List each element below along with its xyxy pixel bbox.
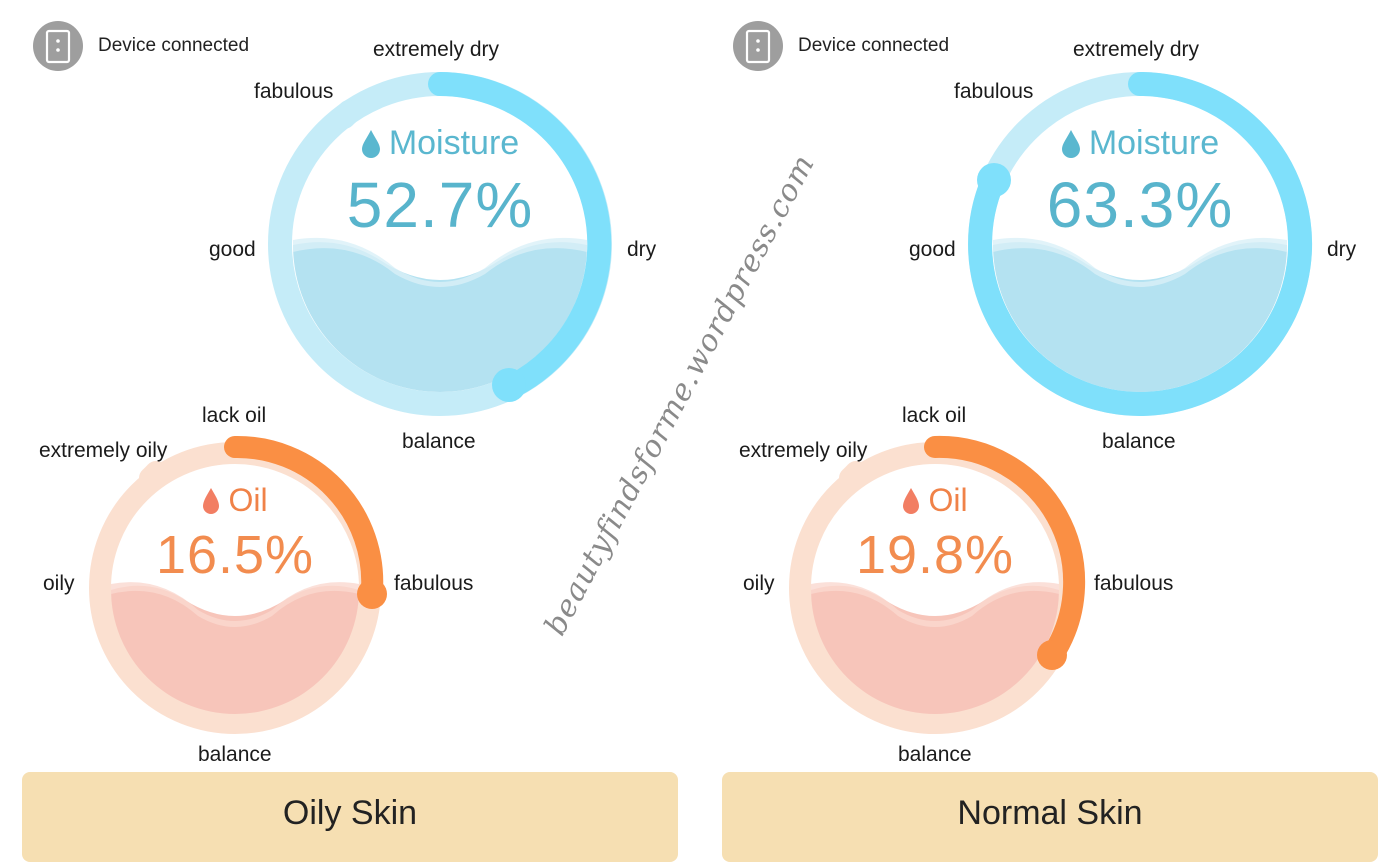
moisture-title-text: Moisture <box>388 124 520 162</box>
oil-gauge-arc <box>924 435 1086 667</box>
water-drop-icon <box>361 129 380 158</box>
moisture-gauge-cap <box>332 100 361 129</box>
moisture-water-fill <box>293 242 587 392</box>
oil-title-text: Oil <box>228 482 268 518</box>
moisture-gauge <box>789 72 1313 734</box>
moisture-value: 52.7% <box>346 168 534 241</box>
device-icon[interactable] <box>33 21 83 71</box>
oil-label-left: oily <box>43 572 75 595</box>
moisture-gauge <box>89 72 612 734</box>
moisture-wave-light <box>293 237 587 287</box>
skin-type-result-text: Normal Skin <box>957 794 1143 832</box>
moisture-label-upper-left: fabulous <box>254 80 334 103</box>
oil-label-upper-left: extremely oily <box>39 439 168 462</box>
oil-label-right: fabulous <box>394 572 474 595</box>
skin-type-result[interactable]: Normal Skin <box>722 772 1378 862</box>
oil-label-right: fabulous <box>1094 572 1174 595</box>
oil-wave-light <box>111 582 359 627</box>
moisture-water-fill <box>993 242 1287 392</box>
oil-title: Oil <box>202 482 268 519</box>
device-icon[interactable] <box>733 21 783 71</box>
oil-title-text: Oil <box>928 482 968 518</box>
oil-value: 16.5% <box>155 524 315 585</box>
skin-type-result-text: Oily Skin <box>282 794 418 832</box>
moisture-label-top: extremely dry <box>1073 38 1200 61</box>
oil-label-top: lack oil <box>202 404 267 427</box>
oil-label-bottom: balance <box>898 743 972 766</box>
moisture-label-left: good <box>209 238 256 261</box>
oil-readout: Oil 16.5% <box>125 482 345 586</box>
oil-indicator-knob <box>357 579 387 609</box>
oil-readout: Oil 19.8% <box>825 482 1045 586</box>
oil-label-upper-left: extremely oily <box>739 439 868 462</box>
moisture-value: 63.3% <box>1046 168 1234 241</box>
oil-fill <box>811 585 1059 714</box>
moisture-gauge-arc <box>428 72 612 400</box>
moisture-label-top: extremely dry <box>373 38 500 61</box>
oil-value: 19.8% <box>855 524 1015 585</box>
panel-right: Device connected extremely dry fabulous … <box>700 0 1400 862</box>
oil-title: Oil <box>902 482 968 519</box>
moisture-readout: Moisture 52.7% <box>320 124 560 242</box>
oil-label-left: oily <box>743 572 775 595</box>
water-drop-icon <box>1061 129 1080 158</box>
oil-drop-icon <box>903 487 920 514</box>
moisture-label-left: good <box>909 238 956 261</box>
moisture-title-text: Moisture <box>1088 124 1220 162</box>
moisture-title: Moisture <box>1061 124 1219 163</box>
skin-type-result[interactable]: Oily Skin <box>22 772 678 862</box>
device-status-label: Device connected <box>798 35 950 56</box>
moisture-label-bottom: balance <box>402 430 476 453</box>
moisture-label-upper-left: fabulous <box>954 80 1034 103</box>
oil-drop-icon <box>203 487 220 514</box>
oil-gauge-cap <box>839 461 867 489</box>
oil-fill <box>111 585 359 714</box>
device-status-label: Device connected <box>98 35 250 56</box>
moisture-label-right: dry <box>1327 238 1357 261</box>
moisture-indicator-knob <box>492 368 526 402</box>
oil-label-bottom: balance <box>198 743 272 766</box>
moisture-gauge-arc <box>968 72 1313 416</box>
panel-left: Device connected extremely dry fabulous … <box>0 0 700 862</box>
oil-indicator-knob <box>1037 640 1067 670</box>
oil-gauge-arc <box>224 435 384 601</box>
moisture-label-bottom: balance <box>1102 430 1176 453</box>
moisture-indicator-knob <box>977 163 1011 197</box>
moisture-readout: Moisture 63.3% <box>1020 124 1260 242</box>
moisture-title: Moisture <box>361 124 519 163</box>
moisture-label-right: dry <box>627 238 657 261</box>
oil-gauge-cap <box>139 461 167 489</box>
oil-wave-light <box>811 582 1059 627</box>
moisture-wave-light <box>993 237 1287 287</box>
oil-label-top: lack oil <box>902 404 967 427</box>
